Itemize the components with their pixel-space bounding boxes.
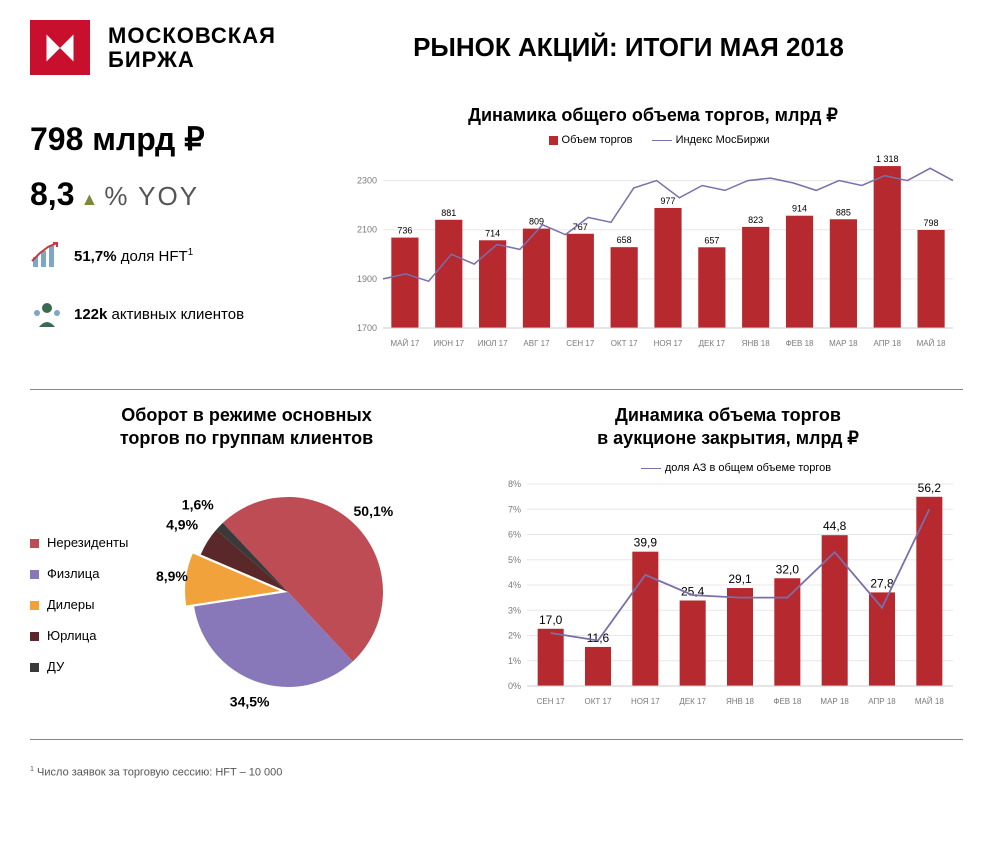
svg-text:МАЙ 18: МАЙ 18 xyxy=(915,697,944,706)
svg-text:НОЯ 17: НОЯ 17 xyxy=(631,697,660,706)
up-triangle-icon: ▲ xyxy=(80,189,98,210)
divider-bottom xyxy=(30,739,963,740)
pie-legend-item: Юрлица xyxy=(30,620,128,651)
svg-text:ДЕК 17: ДЕК 17 xyxy=(679,697,706,706)
svg-text:885: 885 xyxy=(836,207,851,217)
svg-text:СЕН 17: СЕН 17 xyxy=(566,339,595,348)
combo-title: Динамика объема торгов в аукционе закрыт… xyxy=(493,404,963,452)
svg-text:3%: 3% xyxy=(508,605,521,615)
kpi-value: 798 млрд ₽ xyxy=(30,120,313,158)
svg-text:823: 823 xyxy=(748,215,763,225)
volume-chart-legend: Объем торгов Индекс МосБиржи xyxy=(343,134,963,146)
pie-legend-item: Дилеры xyxy=(30,589,128,620)
svg-text:17,0: 17,0 xyxy=(539,613,563,627)
svg-text:АВГ 17: АВГ 17 xyxy=(523,339,550,348)
divider xyxy=(30,389,963,390)
chart-icon xyxy=(30,241,64,271)
svg-text:ИЮН 17: ИЮН 17 xyxy=(433,339,464,348)
brand-line2: БИРЖА xyxy=(108,48,276,71)
svg-text:НОЯ 17: НОЯ 17 xyxy=(654,339,683,348)
svg-text:МАР 18: МАР 18 xyxy=(829,339,858,348)
svg-text:2%: 2% xyxy=(508,631,521,641)
svg-text:7%: 7% xyxy=(508,504,521,514)
svg-text:4,9%: 4,9% xyxy=(166,517,198,533)
svg-text:11,6: 11,6 xyxy=(587,631,610,645)
svg-text:2100: 2100 xyxy=(357,225,377,235)
svg-text:ФЕВ 18: ФЕВ 18 xyxy=(773,697,801,706)
clients-icon xyxy=(30,299,64,329)
svg-text:ИЮЛ 17: ИЮЛ 17 xyxy=(478,339,508,348)
page-title: РЫНОК АКЦИЙ: ИТОГИ МАЯ 2018 xyxy=(294,32,963,63)
svg-text:6%: 6% xyxy=(508,530,521,540)
combo-panel: Динамика объема торгов в аукционе закрыт… xyxy=(493,404,963,719)
svg-text:АПР 18: АПР 18 xyxy=(874,339,902,348)
svg-text:32,0: 32,0 xyxy=(776,562,800,576)
pie-title: Оборот в режиме основных торгов по групп… xyxy=(30,404,463,452)
logo-icon xyxy=(30,20,90,75)
pie-panel: Оборот в режиме основных торгов по групп… xyxy=(30,404,463,719)
svg-text:АПР 18: АПР 18 xyxy=(868,697,896,706)
svg-text:1900: 1900 xyxy=(357,274,377,284)
svg-text:ЯНВ 18: ЯНВ 18 xyxy=(742,339,771,348)
footnote: 1 Число заявок за торговую сессию: HFT –… xyxy=(30,765,963,779)
svg-text:56,2: 56,2 xyxy=(918,481,942,495)
svg-text:МАР 18: МАР 18 xyxy=(820,697,849,706)
svg-text:8%: 8% xyxy=(508,479,521,489)
pie-chart-svg: 50,1% 34,5% 8,9% 4,9% 1,6% xyxy=(138,467,438,717)
pie-legend: НерезидентыФизлицаДилерыЮрлицаДУ xyxy=(30,527,128,683)
brand-line1: МОСКОВСКАЯ xyxy=(108,24,276,47)
svg-text:4%: 4% xyxy=(508,580,521,590)
svg-text:657: 657 xyxy=(704,235,719,245)
svg-text:СЕН 17: СЕН 17 xyxy=(537,697,566,706)
svg-text:44,8: 44,8 xyxy=(823,519,847,533)
pie-legend-item: Физлица xyxy=(30,558,128,589)
svg-text:МАЙ 18: МАЙ 18 xyxy=(917,339,946,348)
svg-text:714: 714 xyxy=(485,228,500,238)
svg-text:798: 798 xyxy=(924,218,939,228)
svg-text:ОКТ 17: ОКТ 17 xyxy=(585,697,612,706)
svg-text:2300: 2300 xyxy=(357,176,377,186)
combo-legend: доля АЗ в общем объеме торгов xyxy=(493,462,963,474)
svg-text:МАЙ 17: МАЙ 17 xyxy=(390,339,419,348)
volume-chart-title: Динамика общего объема торгов, млрд ₽ xyxy=(343,105,963,126)
svg-text:ОКТ 17: ОКТ 17 xyxy=(611,339,638,348)
svg-text:1 318: 1 318 xyxy=(876,154,899,164)
kpi-yoy: % YOY xyxy=(104,181,199,212)
svg-text:ЯНВ 18: ЯНВ 18 xyxy=(726,697,755,706)
brand-name: МОСКОВСКАЯ БИРЖА xyxy=(108,24,276,70)
pie-legend-item: Нерезиденты xyxy=(30,527,128,558)
svg-text:658: 658 xyxy=(617,235,632,245)
volume-chart-svg: 1700 1900 2100 2300 736 МАЙ 17 881 ИЮН 17 714 ИЮЛ… xyxy=(343,146,963,356)
svg-text:50,1%: 50,1% xyxy=(354,503,394,519)
kpi-pct: 8,3 xyxy=(30,176,74,213)
svg-text:34,5%: 34,5% xyxy=(230,694,270,710)
kpi-clients: 122k активных клиентов xyxy=(74,306,244,323)
volume-chart: Динамика общего объема торгов, млрд ₽ Об… xyxy=(343,105,963,361)
svg-text:0%: 0% xyxy=(508,681,521,691)
svg-text:914: 914 xyxy=(792,204,807,214)
combo-chart-svg: 0% 1% 2% 3% 4% 5% 6% 7% 8% 17,0 СЕН 17 11,6 ОКТ 17 39… xyxy=(493,474,963,714)
svg-text:1%: 1% xyxy=(508,656,521,666)
kpi-hft: 51,7% доля HFT1 xyxy=(74,247,193,265)
svg-text:8,9%: 8,9% xyxy=(156,568,188,584)
svg-text:1,6%: 1,6% xyxy=(182,497,214,513)
kpi-panel: 798 млрд ₽ 8,3 ▲ % YOY 51,7% доля HFT1 xyxy=(30,105,313,361)
svg-text:881: 881 xyxy=(441,208,456,218)
svg-text:736: 736 xyxy=(397,226,412,236)
svg-text:29,1: 29,1 xyxy=(728,572,752,586)
svg-text:ФЕВ 18: ФЕВ 18 xyxy=(786,339,814,348)
svg-text:ДЕК 17: ДЕК 17 xyxy=(699,339,726,348)
pie-legend-item: ДУ xyxy=(30,651,128,682)
svg-text:1700: 1700 xyxy=(357,323,377,333)
svg-text:39,9: 39,9 xyxy=(634,536,658,550)
svg-text:977: 977 xyxy=(660,196,675,206)
svg-text:5%: 5% xyxy=(508,555,521,565)
